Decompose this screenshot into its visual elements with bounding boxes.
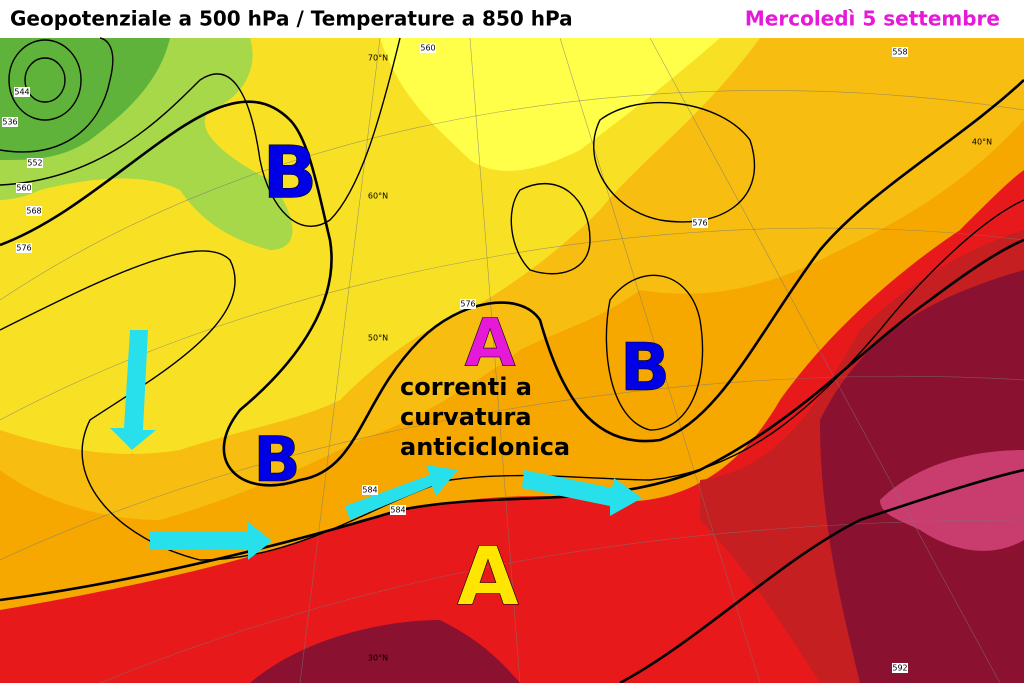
contour <box>0 37 114 153</box>
map-date: Mercoledì 5 settembre <box>745 7 1000 31</box>
contour-label: 560 <box>16 184 31 193</box>
contour-label: 536 <box>2 118 17 127</box>
contour-label: 584 <box>390 506 405 515</box>
arrow <box>110 330 156 450</box>
header-bar <box>0 0 1024 38</box>
pressure-label: A <box>464 305 515 382</box>
contour-label-bg <box>362 485 378 495</box>
contour-584 <box>0 238 1024 602</box>
meridian <box>469 37 521 683</box>
arrow <box>150 522 272 560</box>
map-title: Geopotenziale a 500 hPa / Temperature a … <box>10 7 573 31</box>
contour-label-bg <box>390 505 406 515</box>
meridian <box>649 37 1001 683</box>
arrow <box>522 470 642 516</box>
contour-label-bg <box>2 117 18 127</box>
latitude-label: 30°N <box>368 654 388 663</box>
contour-label: 584 <box>362 486 377 495</box>
latitude-label: 40°N <box>972 138 992 147</box>
contour-label-bg <box>692 218 708 228</box>
pressure-label: A <box>457 530 519 623</box>
contour-label-bg <box>14 87 30 97</box>
field-maroon-south <box>250 620 520 683</box>
contour-label-bg <box>16 243 32 253</box>
contour-label-bg <box>16 183 32 193</box>
pressure-label: B <box>263 131 318 215</box>
meridian <box>299 37 381 683</box>
pressure-label: B <box>253 423 300 496</box>
contour-label-bg <box>420 43 436 53</box>
contour <box>24 57 66 103</box>
contour-label: 576 <box>16 244 31 253</box>
contour-label-bg <box>892 47 908 57</box>
contour-label: 558 <box>892 48 907 57</box>
latitude-label: 60°N <box>368 192 388 201</box>
field-pink <box>880 450 1024 551</box>
contour-592 <box>619 468 1024 683</box>
parallel <box>99 519 1024 683</box>
geopotential-contours <box>0 37 1024 683</box>
graticule <box>0 37 1024 683</box>
field-green <box>0 38 170 160</box>
parallel <box>0 90 1024 301</box>
contour-label-bg <box>892 663 908 673</box>
annotation-line: curvatura <box>400 403 532 431</box>
contour-label-bg <box>460 299 476 309</box>
contour-label: 544 <box>14 88 29 97</box>
contour-label: 568 <box>26 207 41 216</box>
contour-576 <box>0 79 1024 487</box>
contour-label: 552 <box>27 159 42 168</box>
contour <box>0 37 401 227</box>
arrow <box>345 465 458 520</box>
contour <box>593 101 756 223</box>
contour-label-bg <box>26 206 42 216</box>
contour-label: 576 <box>460 300 475 309</box>
contour-label: 560 <box>420 44 435 53</box>
contour-label: 592 <box>892 664 907 673</box>
contour <box>510 183 591 275</box>
contour <box>8 39 82 121</box>
latitude-label: 50°N <box>368 334 388 343</box>
parallel <box>0 375 1024 561</box>
arrows <box>110 330 642 560</box>
contour <box>605 274 704 431</box>
annotation-line: correnti a <box>400 373 532 401</box>
pressure-label: B <box>620 329 670 406</box>
annotation-line: anticiclonica <box>400 433 570 461</box>
contour-label-bg <box>27 158 43 168</box>
latitude-label: 70°N <box>368 54 388 63</box>
contour-label: 576 <box>692 219 707 228</box>
